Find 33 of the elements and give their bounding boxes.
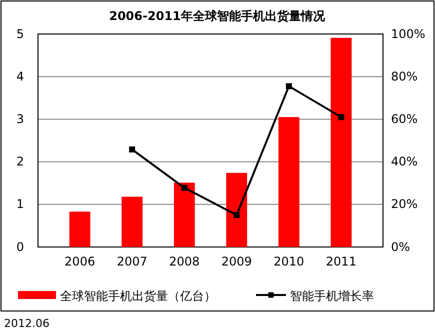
bar	[122, 196, 143, 247]
y2-tick-label: 20%	[391, 197, 418, 212]
point	[338, 114, 344, 120]
legend-label: 智能手机增长率	[290, 289, 374, 303]
y-tick-label: 3	[16, 112, 24, 126]
x-tick-label: 2009	[221, 254, 252, 269]
bar	[69, 212, 90, 247]
x-tick-label: 2008	[169, 254, 200, 269]
x-tick-label: 2006	[64, 254, 96, 269]
bar	[226, 172, 248, 247]
bar	[330, 38, 352, 247]
y2-tick-label: 40%	[391, 154, 418, 169]
x-tick-label: 2011	[326, 254, 356, 269]
y-tick-label: 0	[16, 240, 24, 254]
y-tick-label: 2	[16, 154, 24, 169]
bar	[174, 182, 195, 247]
y-tick-label: 5	[16, 26, 24, 41]
point	[234, 212, 240, 218]
y2-tick-label: 60%	[391, 112, 418, 126]
point	[286, 83, 292, 90]
x-tick-label: 2007	[116, 254, 148, 269]
y-tick-label: 4	[16, 69, 24, 84]
y2-tick-label: 80%	[391, 69, 418, 84]
y2-tick-label: 100%	[391, 26, 426, 41]
point	[181, 184, 188, 191]
bar	[278, 117, 300, 247]
y2-tick-label: 0%	[391, 240, 410, 254]
text: 2012.06	[4, 317, 50, 330]
legend-label: 全球智能手机出货量（亿台）	[60, 289, 216, 303]
chart-title: 2006-2011年全球智能手机出货量情况	[109, 9, 326, 23]
x-tick-label: 2010	[274, 254, 304, 269]
point	[129, 146, 136, 152]
y-tick-label: 1	[16, 197, 24, 212]
